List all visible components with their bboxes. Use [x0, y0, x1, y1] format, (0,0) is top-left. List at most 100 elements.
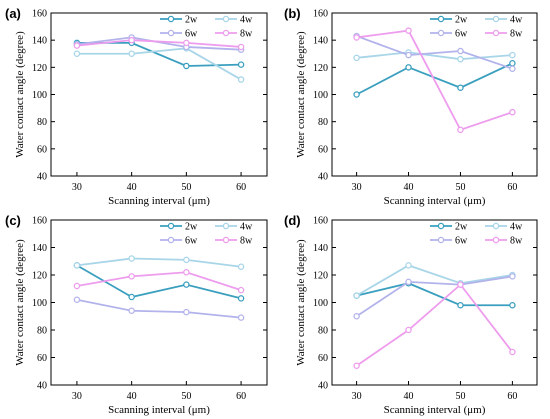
- panel-3-series-6w-point: [73, 296, 81, 303]
- panel-4-ytick-label: 160: [313, 216, 328, 227]
- panel-2-ytick-label: 60: [318, 144, 328, 155]
- panel-1-ylabel: Water contact angle (degree): [14, 31, 26, 158]
- panel-2-series-6w-point: [509, 65, 516, 72]
- panel-2-series-4w-point: [353, 54, 360, 62]
- panel-4-series-6w-line: [356, 275, 513, 318]
- panel-2-xtick-label: 50: [455, 182, 465, 193]
- panel-2-series-6w-point: [405, 51, 412, 59]
- panel-2-xtick-label: 40: [404, 182, 414, 193]
- panel-4-legend-6w-label: 6w: [455, 236, 468, 247]
- panel-3-ytick-label: 40: [37, 381, 47, 392]
- panel-1-series-4w-line: [76, 47, 242, 81]
- panel-2-legend-4w-marker: [492, 15, 500, 23]
- panel-2-ytick-label: 80: [318, 117, 328, 128]
- panel-3-series-2w-point: [183, 281, 190, 288]
- panel-4-ytick-label: 120: [313, 271, 328, 282]
- panel-2-series-8w-point: [509, 108, 516, 116]
- panel-1-xtick-label: 60: [236, 182, 246, 193]
- panel-3-xtick-label: 60: [236, 391, 246, 402]
- panel-1-series-4w-point: [237, 76, 245, 83]
- panel-2-ytick-label: 120: [313, 63, 328, 74]
- panel-3-series-8w-point: [183, 268, 190, 276]
- panel-1-series-8w-point: [73, 42, 81, 49]
- panel-4-series-2w-line: [356, 282, 513, 307]
- panel-4-xtick-label: 40: [404, 391, 414, 402]
- panel-4-series-8w-point: [405, 326, 412, 334]
- panel-2-ytick-label: 100: [313, 90, 328, 101]
- panel-1: (a) 40 60 80 100 120 140 160 30 40 50 60 Scanning in…: [5, 6, 268, 207]
- panel-1-series-2w-point: [237, 61, 245, 68]
- panel-2-series-2w-point: [457, 84, 464, 91]
- panel-2-series-2w-point: [405, 64, 412, 71]
- panel-4-frame: [331, 219, 538, 386]
- panel-1-series-2w-point: [183, 62, 190, 70]
- panel-3-series-8w-line: [76, 271, 242, 291]
- panel-2-xtick-label: 30: [352, 182, 362, 193]
- panel-3-xtick-label: 30: [72, 391, 82, 402]
- panel-3-ylabel: Water contact angle (degree): [14, 239, 26, 366]
- panel-2-legend-4w-label: 4w: [510, 15, 523, 26]
- panel-3-series-4w-point: [73, 262, 81, 269]
- panel-2-series-8w-line: [356, 29, 513, 131]
- panel-3-legend-4w: 4w: [215, 222, 253, 233]
- panel-1-series-8w-point: [128, 36, 135, 44]
- panel-2-legend-6w-label: 6w: [455, 29, 468, 40]
- panel-3-legend-2w-label: 2w: [185, 222, 198, 233]
- panel-4-series-2w-point: [509, 301, 516, 309]
- panel-2-xlabel: Scanning interval (μm): [384, 195, 486, 207]
- panel-3-ytick-label: 160: [32, 216, 47, 227]
- panel-1-ytick-label: 40: [37, 172, 47, 183]
- panel-3-series-4w-point: [183, 256, 190, 264]
- panel-3-series-4w-point: [237, 263, 245, 270]
- panel-2-legend-8w: 8w: [485, 29, 523, 40]
- panel-3-series-8w-point: [73, 282, 81, 290]
- panel-4-legend-6w: 6w: [430, 236, 468, 247]
- panel-1-legend-4w: 4w: [215, 15, 253, 26]
- panel-2: (b) 40 60 80 100 120 140 160 30 40 50 60 Scanning in…: [284, 6, 538, 207]
- panel-4-series-4w-point: [405, 262, 412, 269]
- panel-2-ytick-label: 40: [318, 172, 328, 183]
- panel-3-series-8w-point: [237, 286, 245, 294]
- panel-3-legend-4w-label: 4w: [240, 222, 253, 233]
- panel-1-legend-2w: 2w: [160, 15, 198, 26]
- panel-4-ytick-label: 40: [318, 381, 328, 392]
- panel-4-ytick-label: 140: [313, 243, 328, 254]
- panel-2-series-8w-point: [405, 27, 412, 34]
- panel-3-legend-6w-marker: [167, 236, 175, 244]
- panel-2-xtick-label: 60: [507, 182, 517, 193]
- panel-4-xlabel: Scanning interval (μm): [384, 404, 486, 416]
- panel-1-ytick-label: 100: [32, 90, 47, 101]
- panel-1-ytick-label: 160: [32, 9, 47, 20]
- panel-4-legend-2w-marker: [437, 222, 445, 230]
- panel-4-legend-8w: 8w: [485, 236, 523, 247]
- panel-2-series-2w-line: [356, 62, 513, 96]
- panel-4-legend-2w-label: 2w: [455, 222, 468, 233]
- panel-3-series-6w-point: [128, 307, 135, 314]
- panel-4-legend-2w: 2w: [430, 222, 468, 233]
- panel-3-series-6w-point: [237, 314, 245, 321]
- panel-3-legend-8w-marker: [222, 236, 230, 244]
- panel-1-frame: [50, 12, 268, 177]
- panel-2-legend-4w: 4w: [485, 15, 523, 26]
- panel-2-series-6w-line: [356, 35, 513, 70]
- panel-2-series-4w-point: [509, 51, 516, 59]
- panel-3-ytick-label: 60: [37, 353, 47, 364]
- panel-1-legend-2w-marker: [167, 15, 175, 23]
- panel-3-series-4w-line: [76, 257, 242, 268]
- panel-4-xtick-label: 30: [352, 391, 362, 402]
- panel-1-series-4w-point: [128, 50, 135, 58]
- panel-2-legend-2w: 2w: [430, 15, 468, 26]
- panel-2-series-8w-point: [353, 34, 360, 41]
- panel-3-xtick-label: 50: [181, 391, 191, 402]
- panel-1-legend-4w-marker: [222, 15, 230, 23]
- panel-4-ytick-label: 100: [313, 298, 328, 309]
- panel-2-legend-8w-label: 8w: [510, 29, 523, 40]
- panel-4-legend-4w: 4w: [485, 222, 523, 233]
- panel-3-legend-4w-marker: [222, 222, 230, 230]
- panel-3-label: (c): [5, 213, 21, 228]
- panel-1-xtick-label: 30: [72, 182, 82, 193]
- panel-1-legend-8w-label: 8w: [240, 29, 253, 40]
- panel-1-series-8w-point: [183, 39, 190, 47]
- panel-1-ytick-label: 140: [32, 36, 47, 47]
